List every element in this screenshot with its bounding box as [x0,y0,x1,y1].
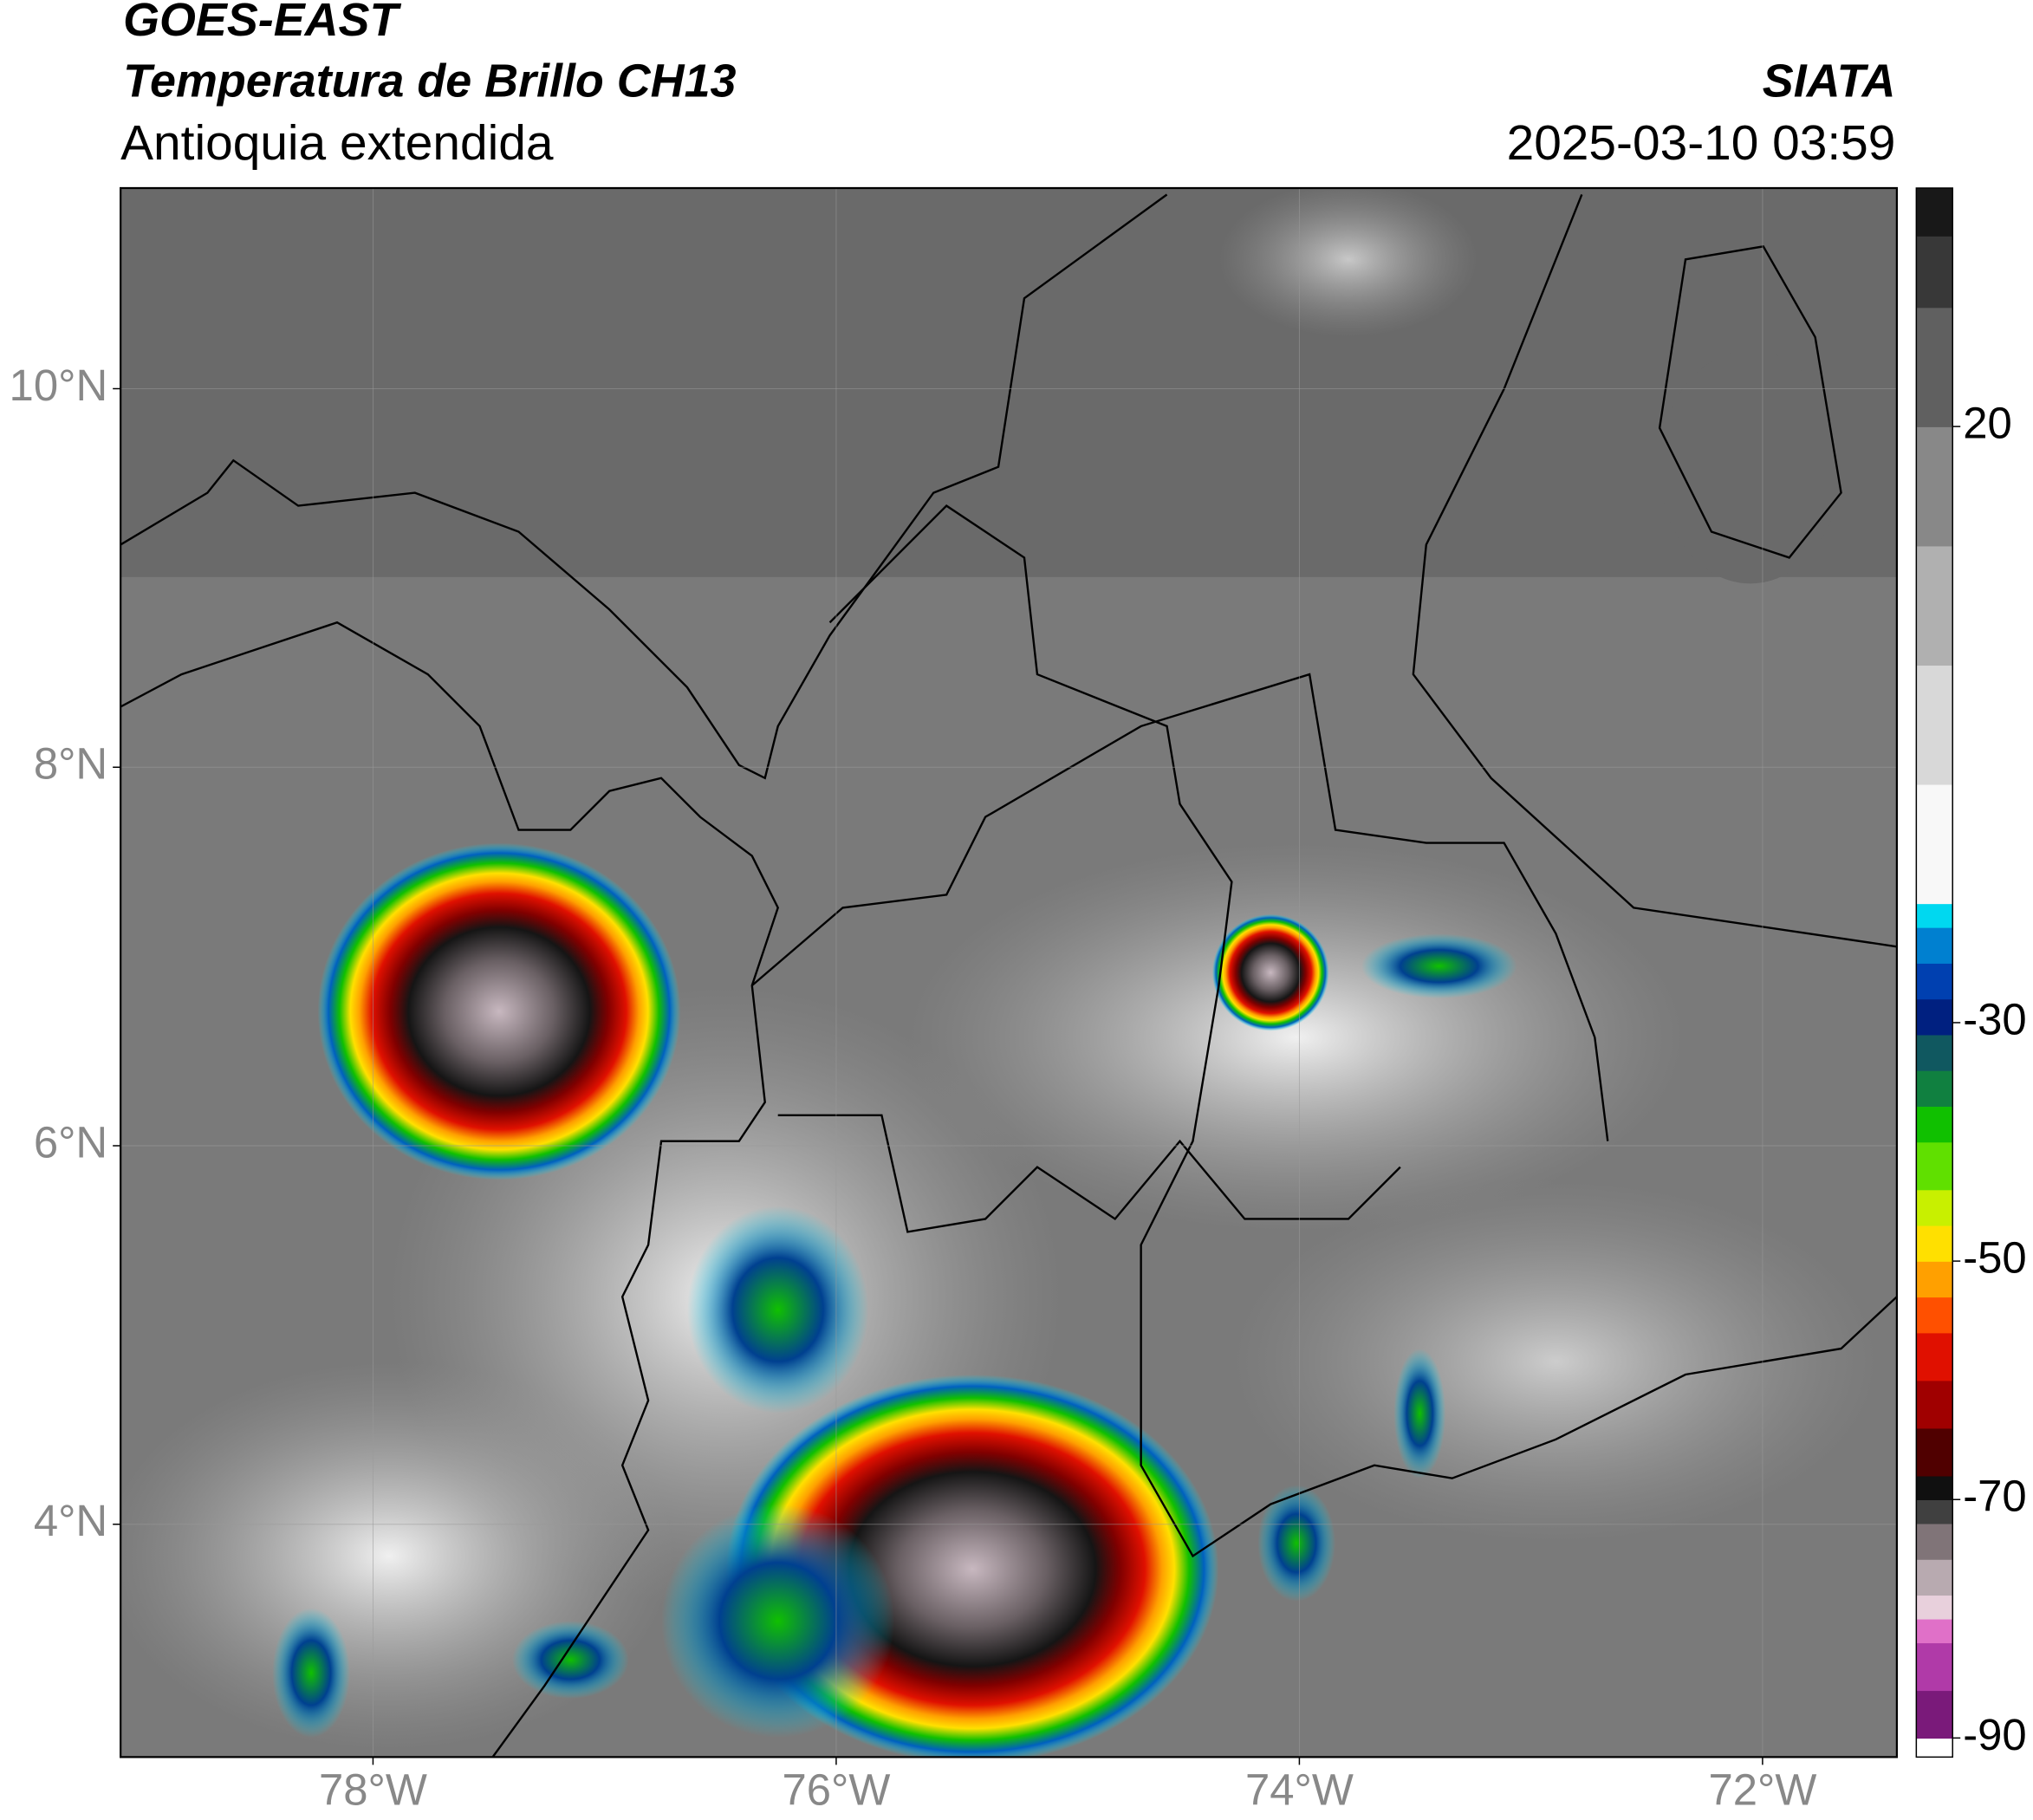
colorbar-frame [1915,187,1953,1758]
colorbar-segment [1916,1332,1953,1381]
colorbar-segment [1916,1475,1953,1500]
colorbar-segment [1916,1642,1953,1692]
colorbar-tick-label: -90 [1963,1710,2027,1759]
colorbar-segment [1916,783,1953,905]
colorbar-tick-label: 20 [1963,399,2012,448]
colorbar-segment [1916,1069,1953,1108]
colorbar-segment [1916,665,1953,785]
colorbar-segment [1916,903,1953,928]
colorbar-segment [1916,1034,1953,1071]
colorbar-tick-label: -50 [1963,1233,2027,1283]
colorbar-segment [1916,236,1953,309]
colorbar-segment [1916,1297,1953,1334]
colorbar-segment [1916,998,1953,1036]
map-frame [120,186,1899,1758]
x-tick-label: 78°W [319,1765,427,1815]
title: GOES-EAST [123,0,401,46]
colorbar-segment [1916,1189,1953,1226]
colorbar-segment [1916,545,1953,666]
colorbar-segment [1916,1106,1953,1143]
colorbar-segment [1916,1523,1953,1560]
colorbar-segment [1916,1380,1953,1429]
y-tick-label: 8°N [34,739,107,789]
colorbar-segment [1916,1141,1953,1191]
y-tick-label: 10°N [10,361,108,410]
colorbar-segment [1916,1225,1953,1262]
colorbar-segment [1916,926,1953,964]
x-tick-label: 72°W [1708,1765,1816,1815]
colorbar-segment [1916,1261,1953,1298]
colorbar-segment [1916,1618,1953,1644]
colorbar-tick-label: -30 [1963,994,2027,1043]
subtitle: Antioquia extendida [120,116,554,171]
colorbar-segment [1916,188,1953,237]
colorbar-segment [1916,307,1953,427]
colorbar-segment [1916,1690,1953,1739]
colorbar-tick-label: -70 [1963,1472,2027,1521]
colorbar-segment [1916,963,1953,1000]
colorbar-segment [1916,1738,1953,1758]
x-tick-label: 74°W [1245,1765,1354,1815]
y-tick-label: 4°N [34,1496,107,1545]
x-tick-label: 76°W [782,1765,890,1815]
title: Temperatura de Brillo CH13 [123,55,736,107]
colorbar-segment [1916,1499,1953,1524]
source: SIATA [1763,55,1896,107]
colorbar-segment [1916,1559,1953,1596]
datetime: 2025-03-10 03:59 [1507,116,1896,171]
map-image [120,188,1897,1758]
y-tick-label: 6°N [34,1117,107,1167]
colorbar-segment [1916,1427,1953,1477]
colorbar-segment [1916,1595,1953,1620]
colorbar-segment [1916,426,1953,547]
